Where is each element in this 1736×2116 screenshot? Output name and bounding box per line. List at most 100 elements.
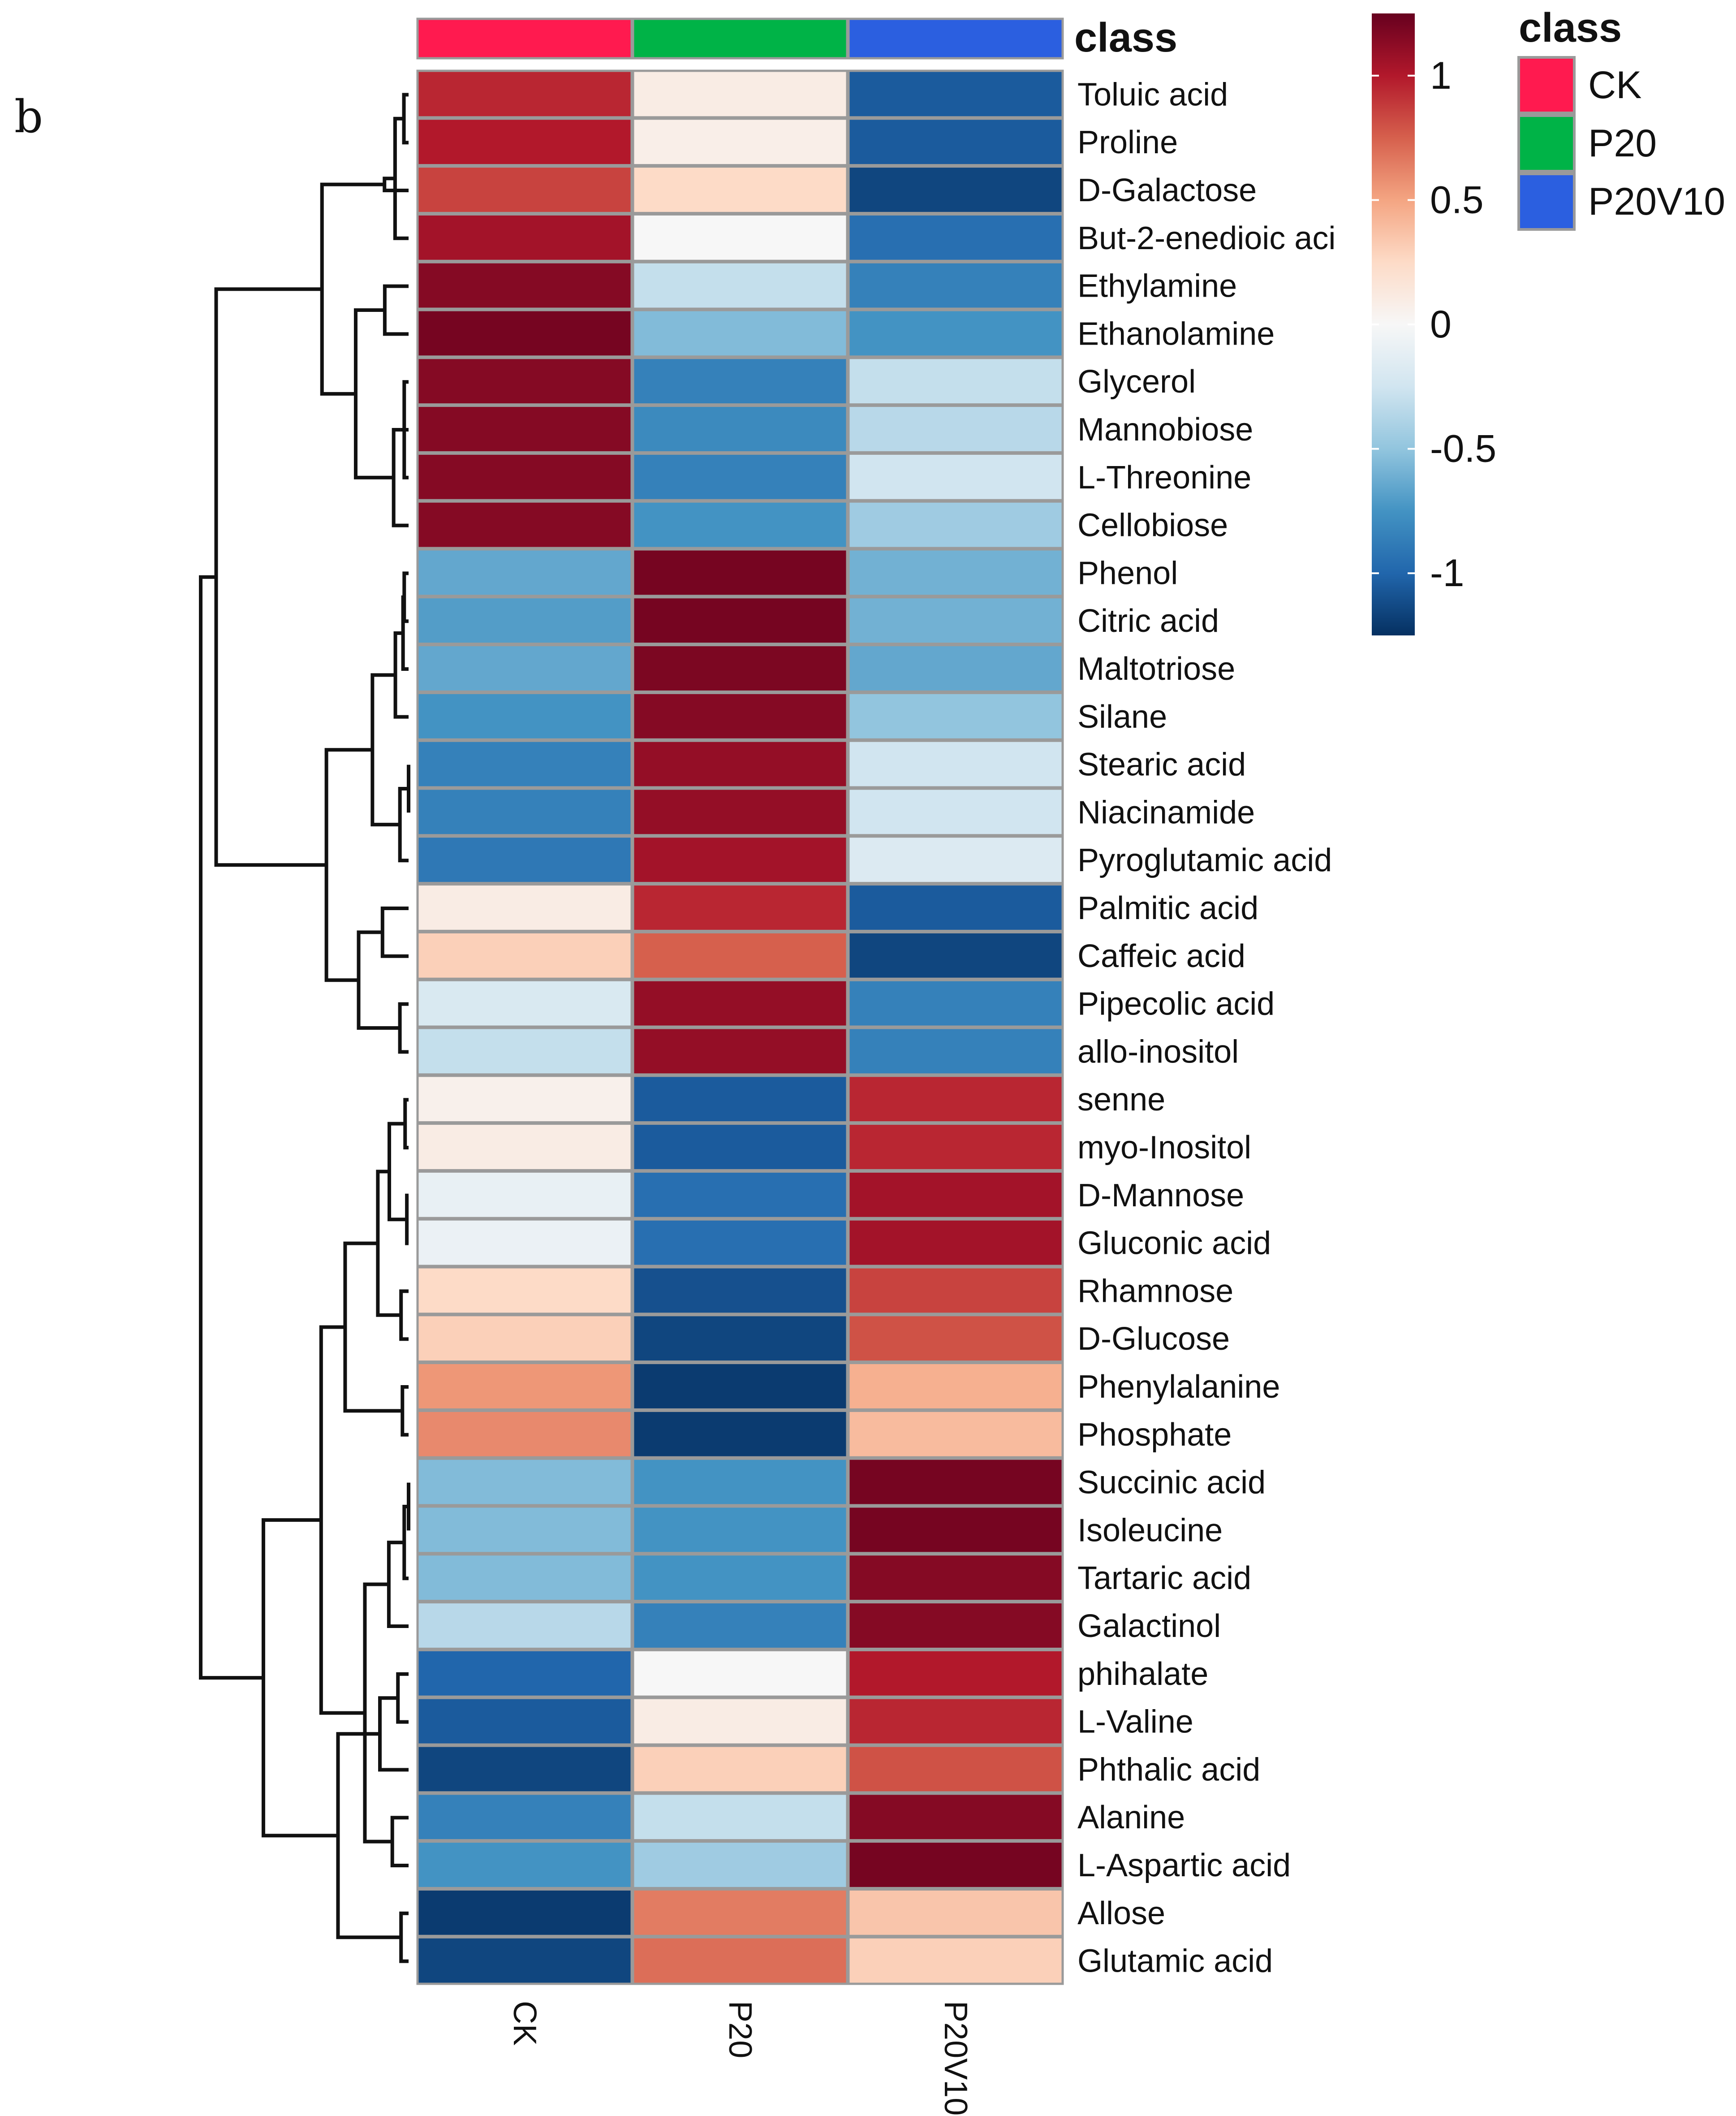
row-label-ethanolamine: Ethanolamine [1077,316,1275,352]
heatmap-cell-allose-ck [416,1888,633,1937]
row-label-myo-inositol: myo-Inositol [1077,1130,1251,1166]
heatmap-cell-isoleucine-p20 [632,1505,849,1555]
heatmap-cell-tartaric-acid-p20v10 [847,1553,1064,1602]
heatmap-cell-glutamic-acid-p20 [632,1936,849,1985]
heatmap-cell-stearic-acid-ck [416,739,633,789]
heatmap-cell-proline-p20 [632,117,849,167]
column-label-ck: CK [507,2001,543,2046]
dendrogram-branch [405,1193,409,1245]
heatmap-cell-toluic-acid-p20v10 [847,69,1064,119]
dendrogram-branch [383,177,409,192]
color-scale-tick-label: 0.5 [1430,178,1484,221]
heatmap-cell-ethanolamine-p20v10 [847,309,1064,358]
class-legend-label-p20: P20 [1588,122,1657,165]
annotation-title: class [1074,15,1177,60]
heatmap-cell-but-2-enedioic-aci-ck [416,213,633,262]
heatmap-cell-succinic-acid-p20v10 [847,1457,1064,1507]
row-label-caffeic-acid: Caffeic acid [1077,938,1245,974]
heatmap-cell-d-galactose-ck [416,165,633,214]
annotation-cell-p20v10 [847,17,1064,60]
heatmap-cell-l-aspartic-acid-ck [416,1840,633,1889]
row-label-senne: senne [1077,1082,1165,1118]
heatmap-cell-d-glucose-p20v10 [847,1314,1064,1363]
class-legend-items: CK P20 P20V10 [1517,56,1725,231]
class-legend-swatch-p20 [1517,114,1576,173]
heatmap-cell-glycerol-p20v10 [847,357,1064,406]
row-label-silane: Silane [1077,699,1167,735]
heatmap-cell-galactinol-ck [416,1601,633,1650]
heatmap-cell-phosphate-p20v10 [847,1409,1064,1459]
heatmap-cell-phenylalanine-p20v10 [847,1362,1064,1411]
dendrogram-branch [380,907,409,958]
heatmap-cell-phthalic-acid-p20v10 [847,1745,1064,1794]
heatmap-cell-tartaric-acid-p20 [632,1553,849,1602]
heatmap-cell-caffeic-acid-p20v10 [847,931,1064,980]
heatmap-cell-ethylamine-ck [416,261,633,310]
heatmap-cell-senne-p20 [632,1075,849,1124]
heatmap-cell-maltotriose-p20 [632,644,849,693]
row-label-citric-acid: Citric acid [1077,603,1219,639]
annotation-cell-ck [416,17,633,60]
row-label-phosphate: Phosphate [1077,1417,1232,1453]
class-legend-label-ck: CK [1588,64,1641,107]
heatmap-cell-d-glucose-p20 [632,1314,849,1363]
row-dendrogram [199,93,410,1963]
heatmap-cell-tartaric-acid-ck [416,1553,633,1602]
heatmap-cell-phihalate-p20 [632,1649,849,1698]
row-label-succinic-acid: Succinic acid [1077,1465,1266,1501]
heatmap-cell-glycerol-p20 [632,357,849,406]
row-label-cellobiose: Cellobiose [1077,508,1228,544]
row-label-phenol: Phenol [1077,555,1178,591]
heatmap-cell-d-mannose-ck [416,1170,633,1219]
heatmap-cell-palmitic-acid-p20 [632,883,849,932]
panel-label: b [14,91,43,143]
dendrogram-branch [402,93,409,145]
heatmap-cell-l-aspartic-acid-p20 [632,1840,849,1889]
row-label-stearic-acid: Stearic acid [1077,747,1246,783]
row-label-glutamic-acid: Glutamic acid [1077,1943,1273,1979]
row-label-tartaric-acid: Tartaric acid [1077,1560,1251,1596]
dendrogram-branch [214,287,327,867]
heatmap-cell-d-mannose-p20 [632,1170,849,1219]
class-legend-swatch-ck [1517,56,1576,114]
heatmap-cell-cellobiose-p20 [632,500,849,549]
dendrogram-branch [401,1385,409,1437]
column-labels: CK P20 P20V10 [507,2001,974,2116]
dendrogram-branch [388,1122,407,1222]
heatmap-cell-rhamnose-ck [416,1266,633,1315]
heatmap-cell-l-threonine-p20 [632,452,849,501]
heatmap-cell-d-mannose-p20v10 [847,1170,1064,1219]
row-label-phenylalanine: Phenylalanine [1077,1369,1280,1405]
heatmap-cell-pyroglutamic-acid-p20 [632,835,849,885]
heatmap-cell-niacinamide-p20 [632,787,849,837]
heatmap-cell-maltotriose-ck [416,644,633,693]
row-label-but-2-enedioic-aci: But-2-enedioic aci [1077,220,1335,256]
row-label-d-glucose: D-Glucose [1077,1321,1230,1357]
dendrogram-branch [390,1816,409,1867]
heatmap-cell-phihalate-ck [416,1649,633,1698]
heatmap-cell-rhamnose-p20v10 [847,1266,1064,1315]
heatmap-cell-myo-inositol-ck [416,1123,633,1171]
heatmap-cell-d-galactose-p20v10 [847,165,1064,214]
dendrogram-branch [324,748,373,982]
class-legend-label-p20v10: P20V10 [1588,180,1725,223]
heatmap-cell-rhamnose-p20 [632,1266,849,1315]
heatmap-cell-palmitic-acid-p20v10 [847,883,1064,932]
heatmap-cell-cellobiose-ck [416,500,633,549]
dendrogram-branch [399,1289,409,1341]
heatmap-cell-l-threonine-ck [416,452,633,501]
heatmap-cell-pipecolic-acid-p20 [632,979,849,1028]
heatmap-cell-l-valine-ck [416,1697,633,1746]
dendrogram-branch [393,117,409,240]
heatmap-cell-ethanolamine-p20 [632,309,849,358]
heatmap-cell-pyroglutamic-acid-p20v10 [847,835,1064,885]
heatmap-cell-alanine-p20v10 [847,1792,1064,1842]
heatmap-cell-d-glucose-ck [416,1314,633,1363]
row-label-d-mannose: D-Mannose [1077,1178,1244,1213]
row-label-ethylamine: Ethylamine [1077,268,1237,304]
heatmap-cell-allose-p20 [632,1888,849,1937]
heatmap-cell-allo-inositol-p20 [632,1027,849,1076]
dendrogram-branch [396,1672,409,1724]
heatmap-cell-l-valine-p20v10 [847,1697,1064,1746]
